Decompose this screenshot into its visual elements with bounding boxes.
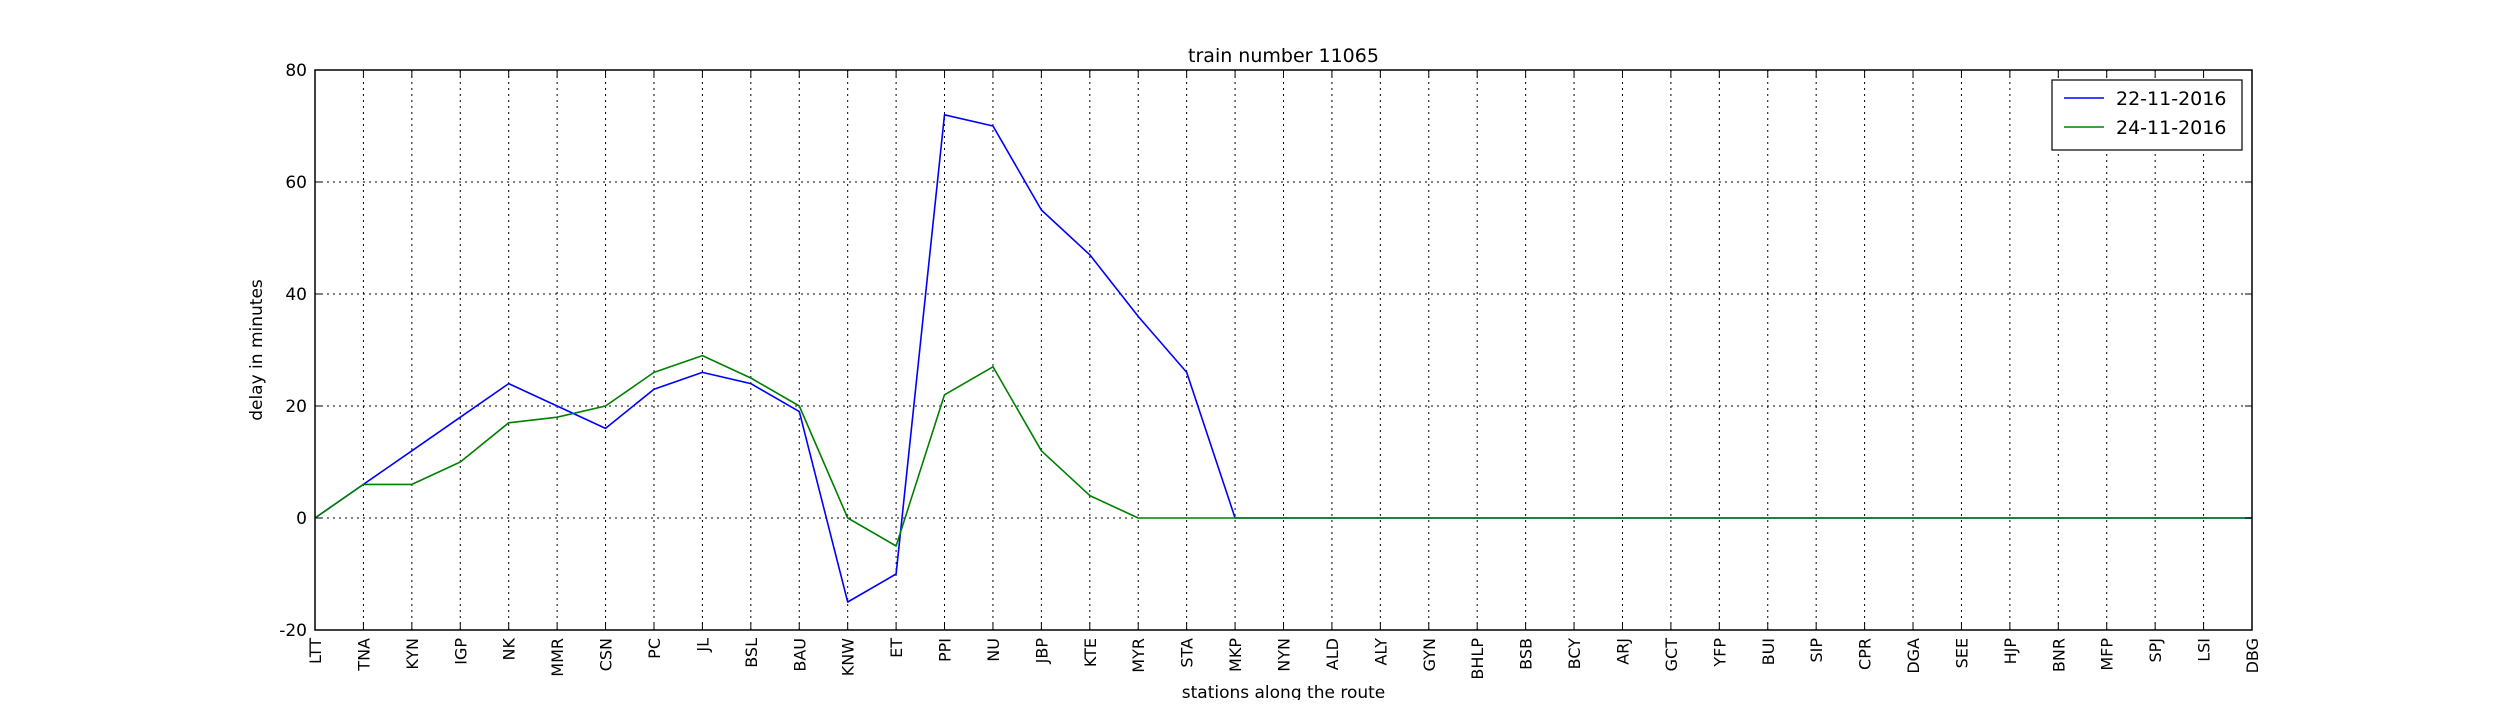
x-tick-label: IGP bbox=[451, 638, 470, 665]
legend-label-2: 24-11-2016 bbox=[2116, 117, 2226, 139]
x-tick-label: DGA bbox=[1904, 638, 1923, 674]
x-tick-label: MYR bbox=[1129, 638, 1148, 673]
y-tick-label: 20 bbox=[285, 397, 307, 417]
x-tick-label: LTT bbox=[306, 638, 325, 664]
x-tick-label: ET bbox=[887, 638, 906, 658]
x-tick-label: KNW bbox=[839, 638, 858, 676]
legend: 22-11-2016 24-11-2016 bbox=[2051, 79, 2243, 151]
series-line-2 bbox=[314, 354, 2252, 547]
x-tick-label: BAU bbox=[790, 638, 809, 672]
x-tick-label: BNR bbox=[2049, 638, 2068, 672]
x-tick-label: GCT bbox=[1662, 638, 1681, 672]
x-tick-label: BHLP bbox=[1468, 638, 1487, 680]
x-tick-label: KTE bbox=[1081, 638, 1100, 667]
y-axis-label: delay in minutes bbox=[247, 279, 267, 421]
x-tick-label: JBP bbox=[1032, 638, 1051, 665]
chart-title: train number 11065 bbox=[1188, 45, 1379, 67]
y-tick-label: 0 bbox=[296, 509, 307, 529]
x-tick-label: PC bbox=[645, 638, 664, 659]
x-tick-label: JL bbox=[693, 638, 712, 653]
x-tick-label: NYN bbox=[1275, 638, 1294, 672]
x-tick-label: SEE bbox=[1952, 638, 1971, 668]
x-tick-label: ARJ bbox=[1613, 638, 1632, 665]
legend-label-1: 22-11-2016 bbox=[2116, 88, 2226, 110]
y-tick-label: 40 bbox=[285, 285, 307, 305]
x-tick-label: BSL bbox=[742, 638, 761, 668]
x-tick-label: HJP bbox=[2001, 638, 2020, 665]
x-tick-label: YFP bbox=[1710, 638, 1729, 668]
series-lines bbox=[314, 114, 2252, 603]
x-tick-label: SIP bbox=[1807, 638, 1826, 663]
x-tick-label: TNA bbox=[354, 638, 373, 672]
y-axis-ticks: -20 0 20 40 60 80 bbox=[279, 61, 2252, 641]
x-tick-label: MFP bbox=[2098, 638, 2117, 671]
x-axis-ticks: LTT TNA KYN IGP NK MMR CSN PC JL BSL BAU KNW ET PPI NU… bbox=[306, 70, 2262, 680]
x-tick-label: NU bbox=[984, 638, 1003, 662]
legend-box bbox=[2051, 79, 2243, 151]
x-tick-label: BUI bbox=[1759, 638, 1778, 665]
x-tick-label: CSN bbox=[597, 638, 616, 671]
grid-lines bbox=[315, 70, 2252, 630]
y-tick-label: -20 bbox=[279, 621, 307, 641]
x-tick-label: LSI bbox=[2195, 638, 2214, 662]
x-tick-label: DBG bbox=[2243, 638, 2262, 673]
x-tick-label: ALY bbox=[1371, 638, 1390, 666]
x-tick-label: ALD bbox=[1323, 638, 1342, 670]
y-tick-label: 60 bbox=[285, 173, 307, 193]
x-tick-label: SPJ bbox=[2146, 638, 2165, 663]
x-tick-label: MMR bbox=[548, 638, 567, 677]
y-tick-label: 80 bbox=[285, 61, 307, 81]
x-tick-label: MKP bbox=[1226, 638, 1245, 672]
x-tick-label: STA bbox=[1178, 638, 1197, 668]
x-tick-label: BSB bbox=[1517, 638, 1536, 670]
x-tick-label: CPR bbox=[1856, 638, 1875, 670]
x-axis-label: stations along the route bbox=[1182, 683, 1386, 700]
x-tick-label: GYN bbox=[1420, 638, 1439, 671]
x-tick-label: BCY bbox=[1565, 638, 1584, 670]
x-tick-label: NK bbox=[500, 638, 519, 661]
x-tick-label: PPI bbox=[936, 638, 955, 662]
x-tick-label: KYN bbox=[403, 638, 422, 670]
